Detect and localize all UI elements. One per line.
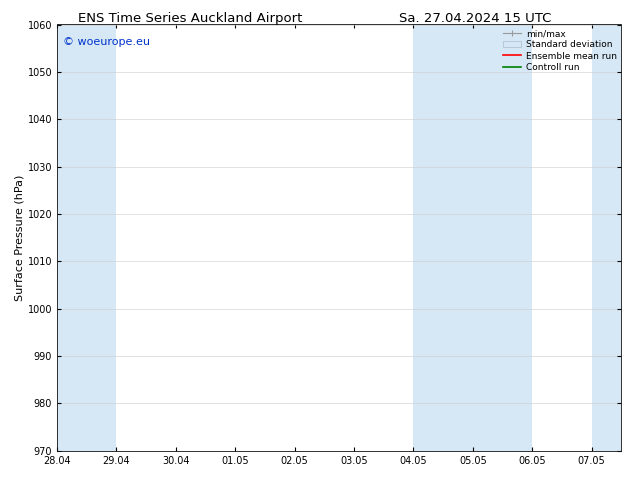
Text: Sa. 27.04.2024 15 UTC: Sa. 27.04.2024 15 UTC — [399, 12, 552, 25]
Bar — [57, 24, 117, 451]
Bar — [592, 24, 634, 451]
Text: ENS Time Series Auckland Airport: ENS Time Series Auckland Airport — [78, 12, 302, 25]
Y-axis label: Surface Pressure (hPa): Surface Pressure (hPa) — [15, 174, 25, 301]
Legend: min/max, Standard deviation, Ensemble mean run, Controll run: min/max, Standard deviation, Ensemble me… — [501, 27, 619, 74]
Bar — [413, 24, 532, 451]
Text: © woeurope.eu: © woeurope.eu — [63, 37, 150, 48]
